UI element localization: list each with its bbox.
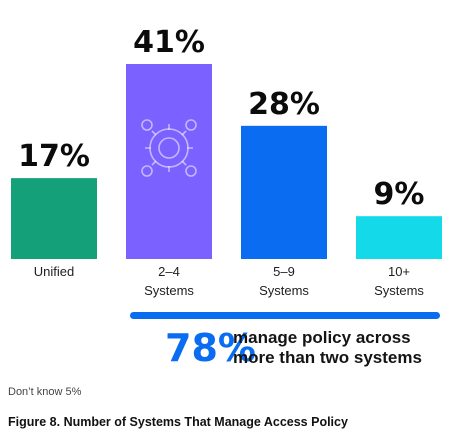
- bar-1: [126, 64, 212, 259]
- bars-layer: 17% Unified 41% 2–4 Systems 28% 5–9 Systems 9% 10…: [11, 25, 442, 298]
- callout-line-2: more than two systems: [233, 348, 422, 367]
- figure-caption: Figure 8. Number of Systems That Manage …: [8, 415, 348, 429]
- callout-line-1: manage policy across: [233, 328, 411, 347]
- bar-0: [11, 178, 97, 259]
- callout-bracket: [130, 312, 440, 319]
- callout-percent: 78%: [165, 326, 256, 370]
- footnote: Don’t know 5%: [8, 386, 82, 398]
- bar-value-label-3: 9%: [374, 177, 425, 212]
- bar-2: [241, 125, 327, 259]
- bar-value-label-1: 41%: [133, 25, 205, 60]
- category-label-2: 5–9 Systems: [259, 264, 309, 298]
- category-label-1: 2–4 Systems: [144, 264, 194, 298]
- bar-3: [356, 216, 442, 259]
- bar-value-label-2: 28%: [248, 87, 320, 122]
- category-label-0: Unified: [34, 264, 74, 279]
- gear-network-icon: [141, 119, 197, 177]
- bar-value-label-0: 17%: [18, 139, 90, 174]
- category-label-3: 10+ Systems: [374, 264, 424, 298]
